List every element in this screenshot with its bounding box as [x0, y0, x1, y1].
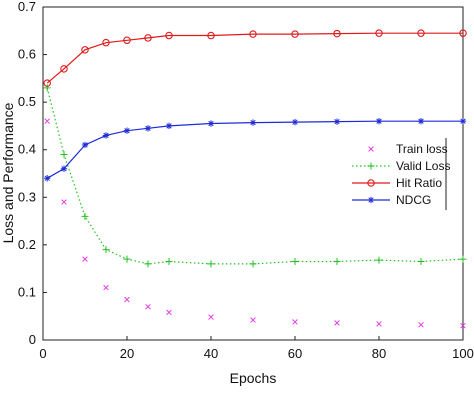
data-point — [417, 117, 425, 125]
data-point — [249, 30, 257, 38]
legend-box — [328, 138, 446, 210]
data-point — [165, 31, 173, 40]
data-point — [124, 296, 130, 303]
data-point — [207, 120, 215, 127]
data-point — [418, 322, 424, 328]
data-point — [291, 118, 299, 126]
data-point — [459, 117, 467, 125]
series-train-loss — [44, 118, 466, 329]
y-tick-label: 0.1 — [18, 284, 36, 299]
series-layer — [43, 29, 467, 329]
legend-label: NDCG — [396, 193, 431, 207]
data-point — [417, 29, 425, 37]
data-point — [82, 256, 88, 262]
x-tick-label: 80 — [372, 346, 386, 361]
legend-entry: NDCG — [352, 193, 431, 207]
data-point — [459, 255, 467, 263]
series-line — [46, 120, 463, 179]
data-point — [333, 29, 341, 38]
data-point — [333, 258, 341, 266]
x-axis-title: Epochs — [230, 370, 277, 386]
data-point — [145, 303, 151, 310]
data-point — [207, 31, 215, 40]
data-point — [334, 320, 340, 326]
data-point — [417, 258, 425, 266]
series-ndcg — [44, 117, 467, 182]
series-line — [46, 32, 463, 84]
series-line — [46, 87, 464, 265]
data-point — [102, 38, 110, 47]
y-tick-label: 0.4 — [18, 142, 36, 157]
data-point — [208, 314, 214, 320]
data-point — [291, 30, 299, 38]
data-point — [43, 79, 51, 87]
y-tick-label: 0 — [29, 332, 36, 347]
data-point — [60, 165, 68, 172]
y-tick-label: 0.5 — [18, 94, 36, 109]
data-point — [375, 256, 383, 264]
legend-label: Valid Loss — [396, 159, 450, 173]
data-point — [60, 65, 68, 73]
x-tick-label: 20 — [120, 346, 134, 361]
x-tick-label: 60 — [288, 346, 302, 361]
data-point — [123, 255, 131, 263]
y-axis-title: Loss and Performance — [0, 102, 16, 243]
data-point — [144, 125, 152, 132]
data-point — [375, 117, 383, 125]
y-tick-label: 0.6 — [18, 47, 36, 62]
legend-marker — [367, 196, 375, 204]
data-point — [144, 260, 152, 268]
data-point — [103, 284, 109, 291]
data-point — [249, 119, 257, 126]
data-point — [375, 29, 383, 37]
x-tick-label: 40 — [204, 346, 218, 361]
data-point — [81, 141, 89, 149]
x-tick-label: 0 — [39, 346, 46, 361]
data-point — [44, 118, 50, 124]
ticks-layer: 0 20 40 60 80 100 0 0.1 0.2 0.3 0.4 0.5 0.6 0.7 — [18, 0, 474, 361]
data-point — [165, 122, 173, 130]
data-point — [81, 212, 89, 220]
plot-frame — [42, 6, 464, 341]
data-point — [165, 258, 173, 266]
legend-entry: Train loss — [368, 142, 448, 156]
series-hit-ratio — [43, 29, 467, 87]
x-tick-label: 100 — [452, 346, 474, 361]
data-point — [102, 132, 110, 139]
data-point — [61, 199, 67, 205]
data-point — [44, 175, 51, 182]
plot-area — [42, 6, 464, 341]
legend-entry: Hit Ratio — [352, 176, 442, 190]
legend-marker — [367, 179, 375, 187]
data-point — [144, 34, 152, 42]
data-point — [207, 260, 215, 268]
data-point — [292, 319, 298, 325]
y-tick-label: 0.2 — [18, 237, 36, 252]
data-point — [81, 46, 89, 54]
data-point — [102, 246, 110, 254]
data-point — [460, 322, 466, 329]
data-point — [459, 29, 467, 37]
data-point — [249, 260, 257, 268]
legend-label: Train loss — [396, 142, 448, 156]
legend-marker — [367, 162, 375, 170]
series-valid-loss — [43, 84, 467, 268]
data-point — [123, 36, 131, 45]
data-point — [43, 84, 51, 92]
legend: Train loss Valid Loss Hit Ratio NDCG — [328, 138, 450, 210]
data-point — [333, 118, 341, 125]
data-point — [250, 317, 256, 323]
legend-entry: Valid Loss — [352, 159, 450, 173]
data-point — [166, 309, 172, 316]
data-point — [376, 321, 382, 327]
data-point — [291, 258, 299, 266]
y-tick-label: 0.7 — [18, 0, 36, 14]
y-tick-label: 0.3 — [18, 189, 36, 204]
legend-marker — [368, 146, 374, 152]
legend-label: Hit Ratio — [396, 176, 442, 190]
data-point — [60, 150, 68, 158]
data-point — [123, 127, 131, 134]
